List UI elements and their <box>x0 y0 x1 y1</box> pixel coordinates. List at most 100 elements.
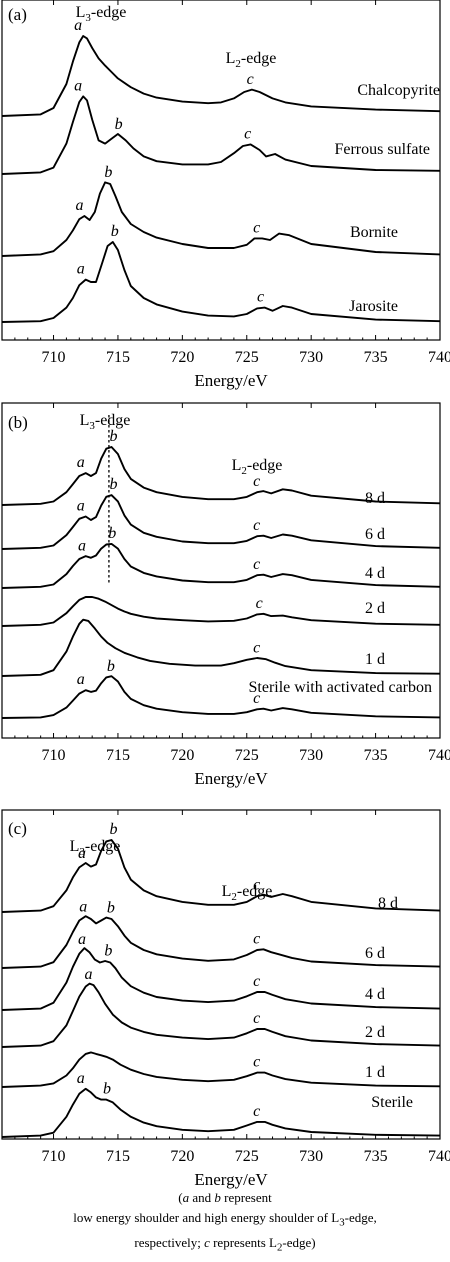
panel-a-xtick-label: 720 <box>170 349 194 366</box>
panel-b-xtick-label: 725 <box>235 747 259 764</box>
panel-c-peak-label-b: b <box>110 821 118 838</box>
panel-a-xtick-label: 735 <box>364 349 388 366</box>
panel-c-peak-label-c: c <box>253 1103 260 1120</box>
panel-c-peak-label-c: c <box>253 1054 260 1071</box>
panel-a-xtick-label: 725 <box>235 349 259 366</box>
panel-b-series-name: 2 d <box>365 600 385 617</box>
panel-c-peak-label-c: c <box>253 877 260 894</box>
panel-a-series-name: Bornite <box>350 224 398 241</box>
panel-a-xtick-label: 715 <box>106 349 130 366</box>
panel-b-series-line <box>1 446 441 506</box>
panel-c-series-name: 6 d <box>365 945 385 962</box>
panel-c-peak-label-a: a <box>77 1070 85 1087</box>
panel-c-peak-label-b: b <box>104 942 112 959</box>
caption-line-2: low energy shoulder and high energy shou… <box>73 1210 377 1229</box>
panel-b-xtick-label: 720 <box>170 747 194 764</box>
panel-a-xtick-label: 730 <box>299 349 323 366</box>
panel-b-series-line <box>1 618 441 677</box>
panel-c-xtick-label: 730 <box>299 1148 323 1165</box>
figure-caption: (a and b represent low energy shoulder a… <box>8 1188 442 1257</box>
panel-c-peak-label-b: b <box>103 1081 111 1098</box>
panel-a-series-line <box>1 95 441 175</box>
panel-a-peak-label-a: a <box>77 261 85 278</box>
panel-a-peak-label-b: b <box>115 116 123 133</box>
caption-line-3: respectively; c represents L2-edge) <box>134 1234 316 1254</box>
panel-b-series-line <box>1 675 441 719</box>
panel-b-series-name: 6 d <box>365 526 385 543</box>
panel-a-series-name: Jarosite <box>349 298 398 315</box>
panel-c-series-name: 8 d <box>378 895 398 912</box>
panel-b-peak-label-b: b <box>110 476 118 493</box>
panel-b-peak-label-c: c <box>253 639 260 656</box>
panel-c-peak-label-b: b <box>107 899 115 916</box>
panel-b-peak-label-c: c <box>253 517 260 534</box>
panel-b-l2-edge-label: L2-edge <box>232 457 283 477</box>
panel-a-peak-label-c: c <box>247 71 254 88</box>
panel-c-series-line <box>1 982 441 1048</box>
panel-a-xtick-label: 740 <box>428 349 450 366</box>
panel-c-series-line <box>1 947 441 1011</box>
panel-c-peak-label-a: a <box>79 899 87 916</box>
panel-c-l2-edge-label: L2-edge <box>222 883 273 903</box>
panel-a-l3-edge-label: L3-edge <box>76 4 127 24</box>
panel-a-peak-label-b: b <box>104 164 112 181</box>
panel-c-peak-label-c: c <box>253 931 260 948</box>
panel-c-peak-label-a: a <box>84 966 92 983</box>
panel-a-peak-label-a: a <box>74 17 82 34</box>
panel-a-peak-label-c: c <box>257 289 264 306</box>
panel-b-peak-label-c: c <box>253 556 260 573</box>
panel-c-series-name: Sterile <box>371 1094 413 1111</box>
panel-c-series-line <box>1 1051 441 1088</box>
panel-a-series-line <box>1 181 441 257</box>
panel-b-series-line <box>1 494 441 550</box>
panel-b-l3-edge-label: L3-edge <box>80 412 131 432</box>
panel-a-series-line <box>1 35 441 117</box>
panel-b-peak-label-a: a <box>77 498 85 515</box>
panel-b-xtick-label: 715 <box>106 747 130 764</box>
panel-b-series-name: 4 d <box>365 565 385 582</box>
panel-c-peak-label-a: a <box>78 845 86 862</box>
panel-c-xtick-label: 725 <box>235 1148 259 1165</box>
panel-a-peak-label-c: c <box>253 219 260 236</box>
panel-a-peak-label-a: a <box>74 77 82 94</box>
panel-c-peak-label-a: a <box>78 931 86 948</box>
panel-b-series-line <box>1 596 441 627</box>
panel-c-xtick-label: 710 <box>42 1148 66 1165</box>
panel-b-peak-label-c: c <box>256 595 263 612</box>
panel-b-peak-label-a: a <box>78 538 86 555</box>
panel-c-xlabel: Energy/eV <box>194 1170 268 1189</box>
panel-a-label: (a) <box>8 5 27 24</box>
panel-b-peak-label-a: a <box>77 671 85 688</box>
panel-c-xtick-label: 735 <box>364 1148 388 1165</box>
panel-b-label: (b) <box>8 413 28 432</box>
panel-c-series-name: 1 d <box>365 1064 385 1081</box>
panel-b-peak-label-b: b <box>108 525 116 542</box>
panel-b-peak-label-c: c <box>253 473 260 490</box>
panel-a-series-name: Chalcopyrite <box>357 82 440 99</box>
panel-b-series-line <box>1 542 441 589</box>
panel-b-xtick-label: 735 <box>364 747 388 764</box>
panel-a-peak-label-a: a <box>75 197 83 214</box>
panel-a-xlabel: Energy/eV <box>194 371 268 390</box>
panel-c-series-name: 4 d <box>365 986 385 1003</box>
panel-c-xtick-label: 715 <box>106 1148 130 1165</box>
panel-c-frame <box>1 809 441 1140</box>
panel-c-peak-label-c: c <box>253 1010 260 1027</box>
panel-c-series-name: 2 d <box>365 1024 385 1041</box>
panel-b-peak-label-a: a <box>77 454 85 471</box>
panel-b-series-name: 8 d <box>365 490 385 507</box>
panel-a-peak-label-c: c <box>244 125 251 142</box>
panel-b-peak-label-c: c <box>253 690 260 707</box>
panel-b-peak-label-b: b <box>110 428 118 445</box>
panel-c-xtick-label: 720 <box>170 1148 194 1165</box>
panel-b-peak-label-b: b <box>107 658 115 675</box>
panel-c-xtick-label: 740 <box>428 1148 450 1165</box>
caption-line-1: (a and b represent <box>178 1190 272 1205</box>
panel-c-series-line <box>1 839 441 913</box>
panel-b-xlabel: Energy/eV <box>194 769 268 788</box>
panel-b-series-name: 1 d <box>365 651 385 668</box>
panel-c-series-line <box>1 915 441 969</box>
panel-b-series-name: Sterile with activated carbon <box>249 679 432 696</box>
panel-a-l2-edge-label: L2-edge <box>226 50 277 70</box>
panel-c-peak-label-c: c <box>253 973 260 990</box>
